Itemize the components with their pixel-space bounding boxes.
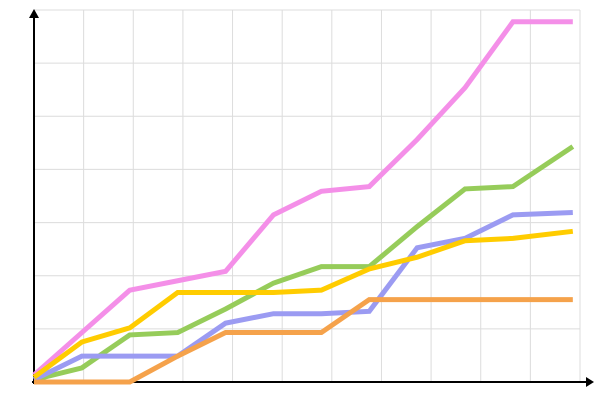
y-axis-arrow-icon <box>29 9 39 18</box>
series-line-pink <box>32 19 573 377</box>
x-axis-arrow-icon <box>586 377 594 387</box>
data-series-group <box>32 19 575 385</box>
series-line-orange <box>34 297 573 385</box>
series-line-yellow <box>32 228 574 380</box>
series-line-green <box>33 144 575 383</box>
series-line-purple <box>32 209 573 382</box>
